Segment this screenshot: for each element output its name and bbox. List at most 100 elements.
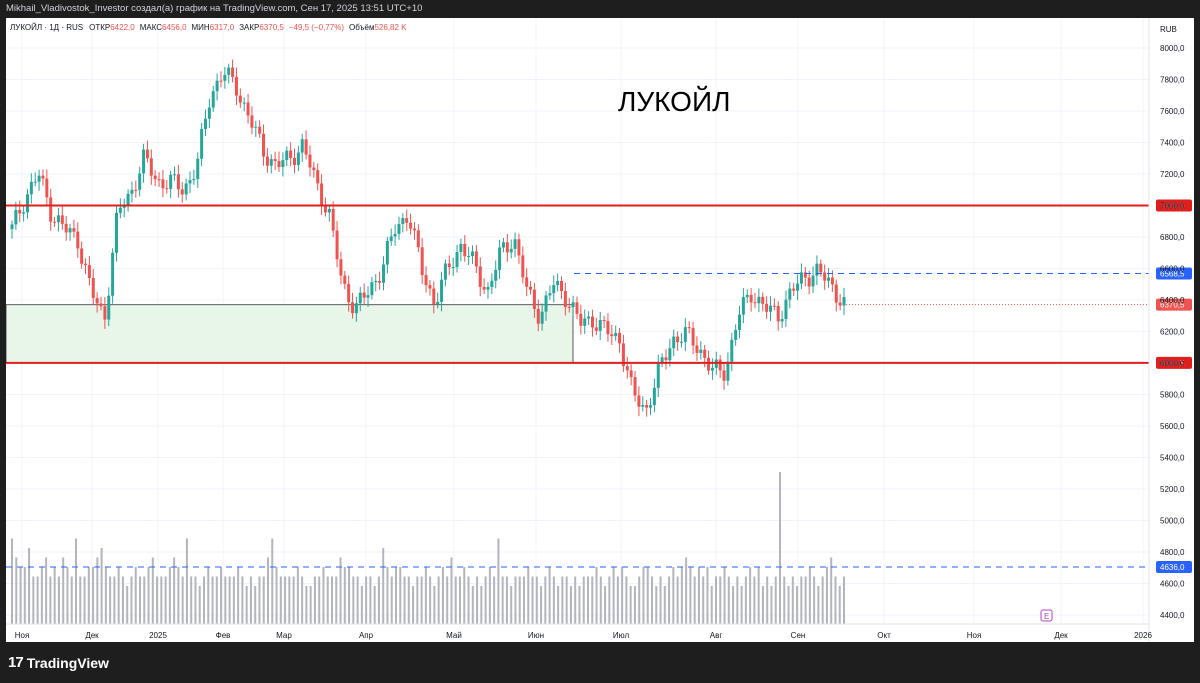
volume-bar [433,586,436,624]
candle [33,172,37,187]
volume-bar [352,576,355,624]
volume-bar [369,576,372,624]
volume-bar [62,557,65,624]
price-tick-label: 6200,0 [1160,328,1185,337]
volume-bar [412,586,415,624]
candle [416,224,420,253]
candle [25,189,29,219]
candle [811,266,815,293]
volume-bar [659,576,662,624]
legend-open: 6422,0 [110,23,135,32]
volume-bar [220,567,223,624]
candle [161,169,165,198]
candle [269,154,273,174]
candle [273,151,277,170]
level-label: 7000,0 [1160,202,1185,211]
earnings-marker-icon[interactable]: E [1040,609,1053,622]
candle [726,352,730,386]
volume-bar [557,586,560,624]
candle [799,263,803,289]
volume-bar [774,576,777,624]
level-label: 6370,5 [1160,301,1185,310]
candle [68,223,72,241]
candle [289,142,293,167]
volume-bar [753,576,756,624]
candle [621,334,625,373]
candle [250,106,254,135]
volume-bar [373,586,376,624]
volume-bar [109,576,112,624]
volume-bar [587,576,589,624]
candle [827,268,831,288]
candle [575,296,579,320]
candle [254,120,258,138]
price-tick-label: 4800,0 [1160,548,1185,557]
volume-bar [488,567,491,624]
volume-bar [817,586,820,624]
volume-bar [57,576,60,624]
volume-bar [156,576,159,624]
volume-bar [633,586,636,624]
volume-bar [356,576,359,624]
time-axis[interactable]: Ноя Дек 2025 Фев Мар Апр Май Июн Июл Авг Сен Окт Ноя… [15,631,1153,640]
volume-bar [454,576,457,624]
volume-bar [117,567,120,624]
candle [122,198,126,218]
volume-bar [92,567,95,624]
chart-area[interactable]: 7000,0 6000,5 6568,5 6370,5 4636,0 8000,0 780… [6,18,1194,642]
candle [741,288,745,323]
candle [142,143,146,183]
volume-bar [190,576,193,624]
candle [41,169,45,186]
volume-bar [510,586,513,624]
candle [602,315,606,329]
volume-bar [770,586,773,624]
volume-bar [595,567,598,624]
candle [440,271,444,312]
volume-bar [173,557,176,624]
candle [358,286,362,312]
price-axis[interactable]: 8000,0 7800,0 7600,0 7400,0 7200,0 7000,0 6800… [1160,44,1185,620]
candle [474,245,478,274]
price-tick-label: 5600,0 [1160,422,1185,431]
volume-bars [11,472,845,624]
candle [730,333,734,372]
price-chart[interactable]: 7000,0 6000,5 6568,5 6370,5 4636,0 8000,0 780… [6,18,1194,642]
tradingview-logo[interactable]: 17 TradingView [8,654,109,671]
candle [525,268,529,297]
volume-bar [237,567,240,624]
volume-bar [407,576,410,624]
volume-bar [79,576,82,624]
candle [393,224,397,246]
candle [745,289,749,304]
volume-bar [651,576,653,624]
volume-bar [535,576,538,624]
volume-bar [689,567,692,624]
candle [49,188,53,231]
candle [354,296,358,322]
candle [126,189,130,212]
volume-bar [203,576,205,624]
legend-close-label: ЗАКР [239,23,259,32]
candle [583,309,587,334]
candle [695,336,699,361]
candle [796,274,800,301]
candle [788,282,792,309]
candle [312,161,316,178]
volume-bar [497,538,500,624]
volume-bar [134,567,137,624]
volume-bar [343,567,346,624]
candle [72,219,76,238]
candle [803,267,807,287]
candle [200,122,204,167]
candle [304,130,308,160]
candle [219,71,223,88]
candle [567,297,571,313]
volume-bar [766,576,769,624]
candle [111,248,115,304]
volume-bar [706,567,709,624]
candle [560,276,564,300]
candle [424,266,428,293]
candle [563,282,567,316]
